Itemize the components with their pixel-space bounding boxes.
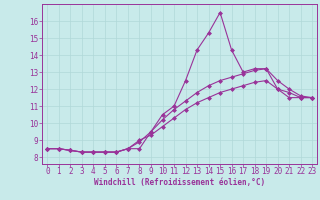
X-axis label: Windchill (Refroidissement éolien,°C): Windchill (Refroidissement éolien,°C) — [94, 178, 265, 187]
